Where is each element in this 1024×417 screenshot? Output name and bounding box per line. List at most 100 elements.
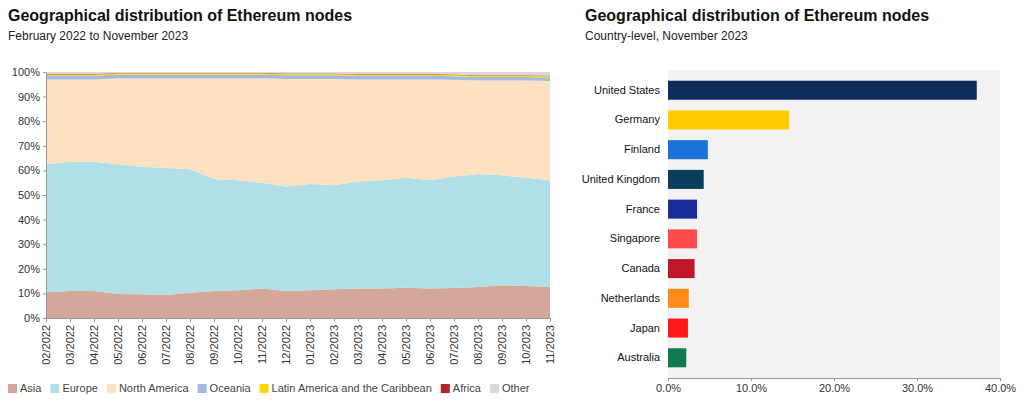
tick: 0.0% — [656, 378, 681, 394]
tick-label: 10% — [18, 287, 40, 299]
tick: 80% — [18, 115, 46, 127]
tick: 09/2023 — [496, 318, 508, 365]
tick: 20.0% — [819, 378, 850, 394]
tick: Finland — [624, 143, 668, 155]
tick-label: 0.0% — [656, 382, 681, 394]
axis: 0%10%20%30%40%50%60%70%80%90%100% — [12, 66, 47, 324]
legend-swatch — [260, 384, 269, 393]
tick-label: United States — [594, 84, 661, 96]
axis: United StatesGermanyFinlandUnited Kingdo… — [582, 84, 668, 364]
tick-label: 05/2023 — [400, 325, 412, 365]
tick: 05/2022 — [112, 318, 124, 365]
tick-label: 90% — [18, 91, 40, 103]
axis-line — [47, 318, 551, 319]
tick: 07/2023 — [448, 318, 460, 365]
tick: 100% — [12, 66, 46, 78]
tick-mark — [1000, 378, 1001, 381]
tick-mark — [43, 293, 46, 294]
tick: 70% — [18, 140, 46, 152]
bar — [668, 200, 697, 219]
tick: 03/2023 — [352, 318, 364, 365]
tick-mark — [43, 269, 46, 270]
tick: 06/2023 — [424, 318, 436, 365]
tick-mark — [751, 378, 752, 381]
tick-mark — [406, 318, 407, 322]
area-series — [46, 73, 550, 76]
tick-label: 70% — [18, 140, 40, 152]
tick: 02/2022 — [40, 318, 52, 365]
tick-mark — [238, 318, 239, 322]
chart-subtitle: Country-level, November 2023 — [585, 29, 748, 43]
chart-canvas: Geographical distribution of Ethereum no… — [0, 0, 1024, 417]
tick-label: Singapore — [610, 232, 660, 244]
plot-area — [668, 81, 977, 368]
tick-mark — [834, 378, 835, 381]
tick: 10/2022 — [232, 318, 244, 365]
bar — [668, 81, 977, 100]
bar — [668, 348, 686, 367]
tick-label: 07/2022 — [160, 325, 172, 365]
tick-label: France — [626, 203, 660, 215]
tick-mark — [214, 318, 215, 322]
tick-label: 02/2022 — [40, 325, 52, 365]
tick: 10% — [18, 287, 46, 299]
tick-mark — [46, 318, 47, 322]
tick-mark — [118, 318, 119, 322]
tick: Netherlands — [601, 292, 668, 304]
tick-label: 08/2022 — [184, 325, 196, 365]
legend-swatch — [8, 384, 17, 393]
tick: 01/2023 — [304, 318, 316, 365]
bar — [668, 110, 789, 129]
tick-mark — [43, 170, 46, 171]
bar — [668, 259, 695, 278]
tick-mark — [310, 318, 311, 322]
axis: 0.0%10.0%20.0%30.0%40.0% — [656, 378, 1016, 394]
tick-mark — [70, 318, 71, 322]
tick-label: 09/2022 — [208, 325, 220, 365]
legend-label: Europe — [62, 382, 97, 394]
tick-label: Japan — [630, 322, 660, 334]
tick-label: 10/2023 — [520, 325, 532, 365]
tick-mark — [262, 318, 263, 322]
tick-label: Netherlands — [601, 292, 661, 304]
legend-label: North America — [119, 382, 190, 394]
tick: 40% — [18, 214, 46, 226]
bar — [668, 289, 689, 308]
tick-mark — [43, 97, 46, 98]
tick: Singapore — [610, 232, 668, 244]
legend-swatch — [198, 384, 207, 393]
legend-swatch — [107, 384, 116, 393]
legend-label: Other — [502, 382, 530, 394]
tick-label: 07/2023 — [448, 325, 460, 365]
tick-label: Australia — [617, 351, 661, 363]
tick-label: 02/2023 — [328, 325, 340, 365]
tick-label: 03/2022 — [64, 325, 76, 365]
tick-label: 30.0% — [902, 382, 933, 394]
tick: 12/2022 — [280, 318, 292, 365]
legend: AsiaEuropeNorth AmericaOceaniaLatin Amer… — [8, 382, 530, 394]
tick: 02/2023 — [328, 318, 340, 365]
tick-mark — [358, 318, 359, 322]
tick-mark — [550, 318, 551, 322]
tick-mark — [334, 318, 335, 322]
tick-label: 04/2022 — [88, 325, 100, 365]
bar — [668, 319, 688, 338]
tick-mark — [142, 318, 143, 322]
tick-label: 12/2022 — [280, 325, 292, 365]
tick-label: 50% — [18, 189, 40, 201]
tick: 50% — [18, 189, 46, 201]
legend-label: Latin America and the Caribbean — [272, 382, 432, 394]
legend-label: Oceania — [210, 382, 252, 394]
tick: 10/2023 — [520, 318, 532, 365]
tick-mark — [43, 318, 46, 319]
tick-mark — [43, 121, 46, 122]
tick-label: 10.0% — [736, 382, 767, 394]
tick-mark — [43, 72, 46, 73]
legend-swatch — [50, 384, 59, 393]
tick-label: 20.0% — [819, 382, 850, 394]
tick-label: 06/2023 — [424, 325, 436, 365]
tick-mark — [43, 220, 46, 221]
bar — [668, 229, 697, 248]
tick: United Kingdom — [582, 173, 668, 185]
tick-mark — [190, 318, 191, 322]
